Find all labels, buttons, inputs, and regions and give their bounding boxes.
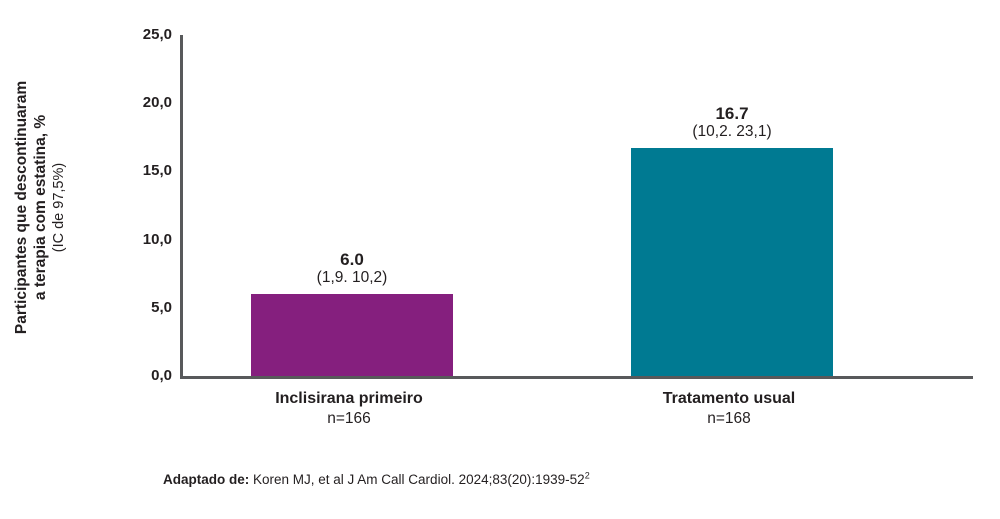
category-label: Tratamento usual bbox=[662, 390, 796, 407]
y-tick-label: 5,0 bbox=[151, 298, 172, 316]
sample-size-label: n=166 bbox=[327, 410, 371, 427]
bar-value: 16.7 bbox=[715, 104, 749, 123]
sample-size-label: n=168 bbox=[707, 410, 751, 427]
bar-value: 6.0 bbox=[340, 250, 364, 269]
y-tick-label: 15,0 bbox=[142, 162, 172, 180]
y-tick-label: 0,0 bbox=[151, 367, 172, 384]
citation-prefix: Adaptado de: bbox=[163, 472, 250, 487]
plot-area: 6.0 (1,9. 10,2) 16.7 (10,2. 23,1) bbox=[180, 35, 973, 379]
category-label: Inclisirana primeiro bbox=[275, 390, 423, 407]
y-tick-label: 20,0 bbox=[142, 94, 172, 112]
bar-group-inclisirana: 6.0 (1,9. 10,2) bbox=[251, 35, 453, 376]
bar-group-tratamento: 16.7 (10,2. 23,1) bbox=[631, 35, 833, 376]
bar-value-label-inclisirana: 6.0 (1,9. 10,2) bbox=[251, 250, 453, 286]
bar-value-label-tratamento: 16.7 (10,2. 23,1) bbox=[631, 104, 833, 140]
x-axis-labels: Inclisirana primeiro n=166 Tratamento us… bbox=[180, 388, 973, 438]
y-axis-tick-labels: 25,0 20,0 15,0 10,0 5,0 0,0 bbox=[0, 26, 172, 384]
y-tick-label: 25,0 bbox=[142, 26, 172, 43]
citation: Adaptado de: Koren MJ, et al J Am Call C… bbox=[163, 471, 590, 488]
bar-confidence-interval: (10,2. 23,1) bbox=[692, 123, 772, 140]
bar-tratamento bbox=[631, 148, 833, 376]
x-label-inclisirana: Inclisirana primeiro n=166 bbox=[248, 388, 450, 429]
bar-confidence-interval: (1,9. 10,2) bbox=[316, 269, 388, 286]
x-label-tratamento: Tratamento usual n=168 bbox=[628, 388, 830, 429]
bar-inclisirana bbox=[251, 294, 453, 376]
y-tick-label: 10,0 bbox=[142, 230, 172, 248]
citation-superscript: 2 bbox=[584, 470, 590, 481]
citation-text: Koren MJ, et al J Am Call Cardiol. 2024;… bbox=[249, 472, 585, 487]
